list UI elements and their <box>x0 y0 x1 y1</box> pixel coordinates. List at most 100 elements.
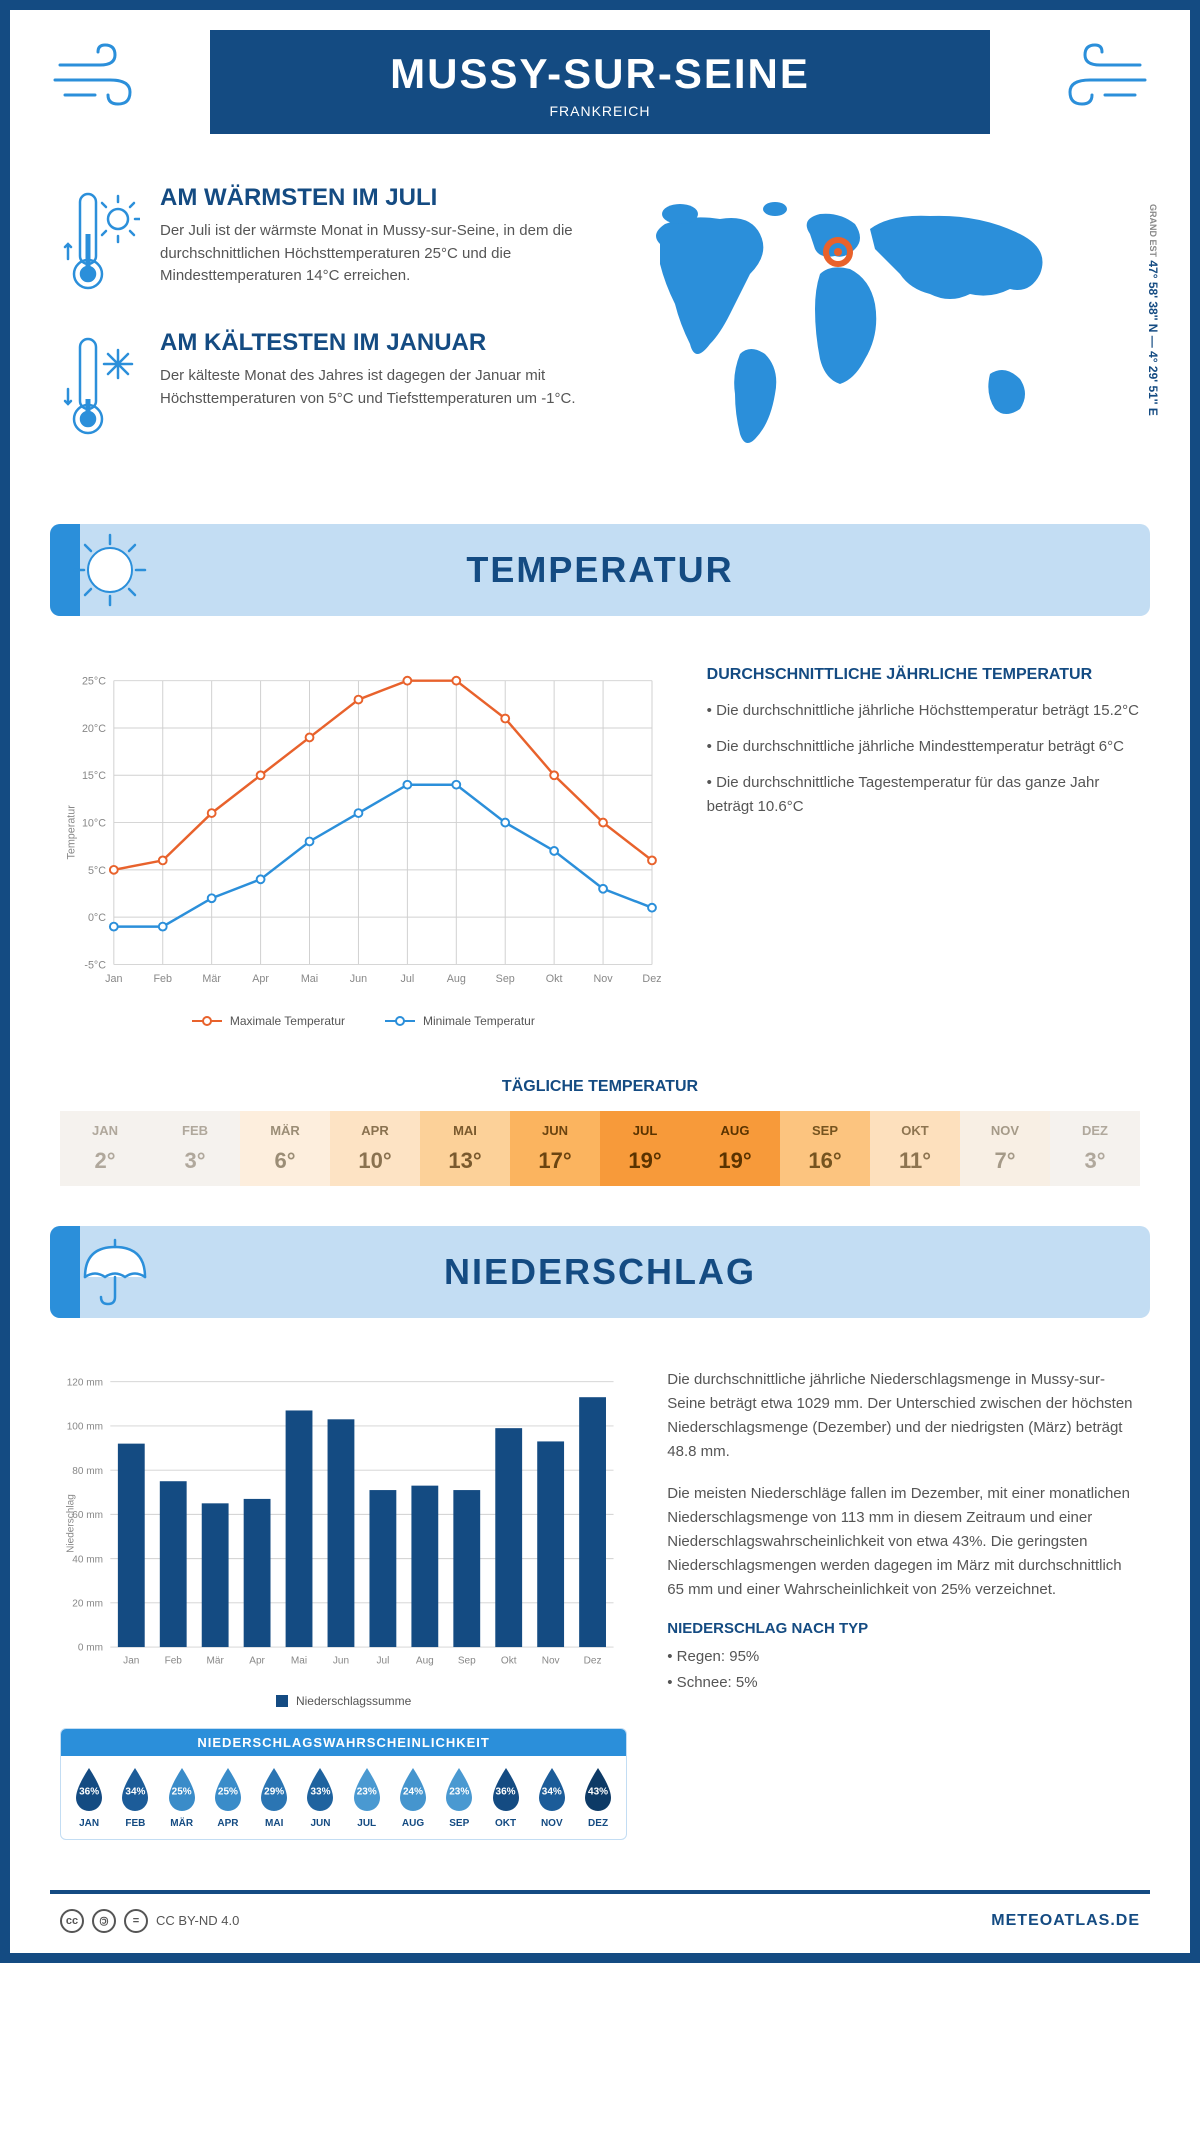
daily-cell: JAN 2° <box>60 1111 150 1186</box>
svg-text:Mai: Mai <box>301 973 318 985</box>
svg-text:20 mm: 20 mm <box>72 1598 103 1609</box>
prob-value: 33% <box>310 1787 330 1798</box>
precipitation-bar-chart: 0 mm20 mm40 mm60 mm80 mm100 mm120 mmJanF… <box>60 1368 627 1679</box>
svg-text:Niederschlag: Niederschlag <box>66 1494 77 1553</box>
svg-text:Nov: Nov <box>542 1655 560 1666</box>
legend-max: .legend-item:nth-child(1) .legend-line::… <box>192 1014 345 1028</box>
prob-cell: 24% AUG <box>390 1766 436 1829</box>
prob-value: 24% <box>403 1787 423 1798</box>
footer: cc 🄯 = CC BY-ND 4.0 METEOATLAS.DE <box>50 1890 1150 1953</box>
warmest-text: Der Juli ist der wärmste Monat in Mussy-… <box>160 220 580 288</box>
daily-temp: 17° <box>510 1148 600 1174</box>
precipitation-section-header: NIEDERSCHLAG <box>50 1226 1150 1318</box>
prob-month: JAN <box>66 1818 112 1829</box>
daily-cell: NOV 7° <box>960 1111 1050 1186</box>
svg-text:Sep: Sep <box>458 1655 476 1666</box>
city-title: MUSSY-SUR-SEINE <box>210 50 990 98</box>
svg-text:Temperatur: Temperatur <box>66 805 78 860</box>
prob-month: APR <box>205 1818 251 1829</box>
fact-body: AM KÄLTESTEN IM JANUAR Der kälteste Mona… <box>160 329 580 449</box>
daily-month: AUG <box>690 1123 780 1138</box>
header-wrap: MUSSY-SUR-SEINE FRANKREICH <box>10 10 1190 134</box>
world-map-icon <box>620 184 1070 464</box>
daily-cell: OKT 11° <box>870 1111 960 1186</box>
daily-month: SEP <box>780 1123 870 1138</box>
raindrop-icon: 36% <box>70 1766 108 1814</box>
precip-para-2: Die meisten Niederschläge fallen im Deze… <box>667 1482 1140 1602</box>
warmest-fact: AM WÄRMSTEN IM JULI Der Juli ist der wär… <box>60 184 580 304</box>
temperature-row: -5°C0°C5°C10°C15°C20°C25°CJanFebMärAprMa… <box>10 636 1190 1058</box>
coordinates: GRAND EST 47° 58' 38'' N — 4° 29' 51'' E <box>1146 204 1160 416</box>
prob-value: 34% <box>125 1787 145 1798</box>
svg-text:120 mm: 120 mm <box>67 1377 103 1388</box>
prob-month: MAI <box>251 1818 297 1829</box>
svg-text:Apr: Apr <box>252 973 269 985</box>
prob-cell: 23% SEP <box>436 1766 482 1829</box>
temp-bullet: • Die durchschnittliche jährliche Höchst… <box>707 699 1140 723</box>
raindrop-icon: 43% <box>579 1766 617 1814</box>
raindrop-icon: 33% <box>301 1766 339 1814</box>
probability-box: NIEDERSCHLAGSWAHRSCHEINLICHKEIT 36% JAN … <box>60 1728 627 1840</box>
svg-text:80 mm: 80 mm <box>72 1466 103 1477</box>
svg-text:60 mm: 60 mm <box>72 1510 103 1521</box>
svg-text:0°C: 0°C <box>88 912 106 924</box>
country-subtitle: FRANKREICH <box>210 103 990 119</box>
svg-text:Okt: Okt <box>501 1655 517 1666</box>
daily-month: JUL <box>600 1123 690 1138</box>
legend-min-label: Minimale Temperatur <box>423 1014 535 1028</box>
warmest-title: AM WÄRMSTEN IM JULI <box>160 184 580 212</box>
nd-icon: = <box>124 1909 148 1933</box>
daily-temp-table: JAN 2° FEB 3° MÄR 6° APR 10° MAI 13° JUN… <box>60 1111 1140 1186</box>
daily-cell: MÄR 6° <box>240 1111 330 1186</box>
prob-value: 43% <box>588 1787 608 1798</box>
svg-text:Apr: Apr <box>249 1655 265 1666</box>
svg-text:Dez: Dez <box>642 973 661 985</box>
svg-text:Aug: Aug <box>447 973 466 985</box>
daily-temp: 2° <box>60 1148 150 1174</box>
svg-text:Feb: Feb <box>153 973 172 985</box>
prob-month: OKT <box>482 1818 528 1829</box>
raindrop-icon: 34% <box>116 1766 154 1814</box>
prob-cell: 34% NOV <box>529 1766 575 1829</box>
raindrop-icon: 34% <box>533 1766 571 1814</box>
thermometer-sun-icon <box>60 184 140 304</box>
temp-bullet: • Die durchschnittliche jährliche Mindes… <box>707 735 1140 759</box>
license-text: CC BY-ND 4.0 <box>156 1913 239 1928</box>
svg-text:10°C: 10°C <box>82 817 106 829</box>
svg-text:Jun: Jun <box>333 1655 349 1666</box>
svg-text:Jan: Jan <box>123 1655 139 1666</box>
prob-cell: 36% OKT <box>482 1766 528 1829</box>
prob-value: 34% <box>542 1787 562 1798</box>
svg-text:Mai: Mai <box>291 1655 307 1666</box>
svg-text:-5°C: -5°C <box>84 959 106 971</box>
daily-cell: APR 10° <box>330 1111 420 1186</box>
daily-cell: JUN 17° <box>510 1111 600 1186</box>
title-banner: MUSSY-SUR-SEINE FRANKREICH <box>210 30 990 134</box>
svg-text:25°C: 25°C <box>82 676 106 688</box>
svg-text:Mär: Mär <box>202 973 221 985</box>
raindrop-icon: 23% <box>440 1766 478 1814</box>
probability-row: 36% JAN 34% FEB 25% MÄR 25% APR <box>61 1756 626 1839</box>
prob-month: SEP <box>436 1818 482 1829</box>
raindrop-icon: 24% <box>394 1766 432 1814</box>
sun-icon <box>70 530 150 610</box>
precip-para-1: Die durchschnittliche jährliche Niedersc… <box>667 1368 1140 1464</box>
thermometer-snow-icon <box>60 329 140 449</box>
footer-brand: METEOATLAS.DE <box>991 1912 1140 1930</box>
svg-text:Okt: Okt <box>546 973 563 985</box>
daily-temp-title: TÄGLICHE TEMPERATUR <box>10 1078 1190 1096</box>
daily-cell: SEP 16° <box>780 1111 870 1186</box>
daily-temp: 7° <box>960 1148 1050 1174</box>
daily-month: MÄR <box>240 1123 330 1138</box>
precip-type-title: NIEDERSCHLAG NACH TYP <box>667 1620 1140 1637</box>
latlon-label: 47° 58' 38'' N — 4° 29' 51'' E <box>1146 260 1160 415</box>
prob-month: DEZ <box>575 1818 621 1829</box>
coldest-title: AM KÄLTESTEN IM JANUAR <box>160 329 580 357</box>
precip-type-bullet: • Schnee: 5% <box>667 1671 1140 1695</box>
daily-cell: DEZ 3° <box>1050 1111 1140 1186</box>
daily-month: NOV <box>960 1123 1050 1138</box>
temp-legend: .legend-item:nth-child(1) .legend-line::… <box>60 1014 667 1028</box>
svg-text:Mär: Mär <box>207 1655 225 1666</box>
temp-info-title: DURCHSCHNITTLICHE JÄHRLICHE TEMPERATUR <box>707 666 1140 684</box>
page: MUSSY-SUR-SEINE FRANKREICH <box>0 0 1200 1963</box>
